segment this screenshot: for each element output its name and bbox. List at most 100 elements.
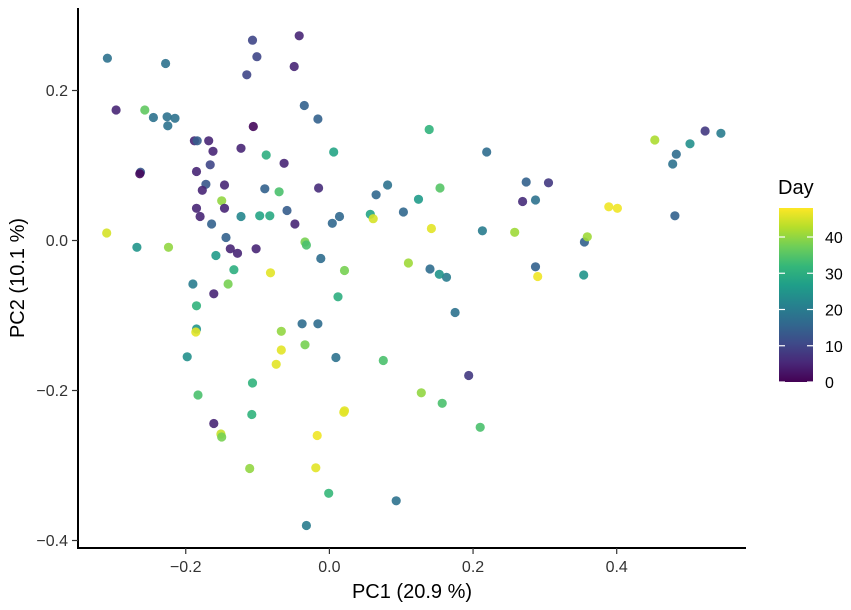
scatter-point [424,124,434,135]
scatter-point [252,52,262,62]
x-tick-label: 0.2 [462,559,484,576]
legend-tick-label: 20 [825,303,843,320]
scatter-point [217,196,227,206]
scatter-point [229,265,239,275]
scatter-point [188,279,198,289]
scatter-point [163,121,173,131]
scatter-point [510,227,520,237]
scatter-point [311,463,321,473]
scatter-point [383,180,393,190]
scatter-point [223,279,233,289]
scatter-point [331,352,341,363]
y-tick-label: −0.2 [36,383,68,400]
y-tick-label: 0.0 [46,233,68,250]
scatter-point [192,136,202,146]
scatter-point [650,135,660,145]
scatter-point [289,61,299,72]
scatter-point [582,232,592,242]
scatter-point [274,187,284,197]
scatter-point [219,203,230,213]
scatter-point [700,126,710,136]
scatter-point [378,355,388,366]
scatter-point [300,340,310,350]
scatter-point [161,58,171,69]
scatter-point [271,359,281,369]
scatter-point [245,463,255,474]
scatter-point [260,184,270,194]
scatter-point [339,406,350,416]
scatter-point [140,105,150,115]
legend-tick-label: 10 [825,339,843,356]
scatter-point [518,196,528,207]
scatter-point [368,214,378,224]
scatter-point [521,177,531,187]
scatter-point [435,183,445,193]
y-tick-label: 0.2 [46,83,68,100]
scatter-point [170,113,180,123]
scatter-point [135,169,145,179]
scatter-point [464,370,474,381]
scatter-point [333,292,343,302]
scatter-point [329,147,339,157]
scatter-point [217,432,227,442]
scatter-point [182,352,192,362]
scatter-point [391,496,401,506]
scatter-point [316,253,326,264]
y-tick-label: −0.4 [36,533,68,550]
scatter-point [533,271,543,282]
scatter-point [294,31,304,41]
legend-tick-label: 30 [825,266,843,283]
scatter-point [416,388,426,398]
y-axis-title: PC2 (10.1 %) [7,218,29,338]
x-ticks: −0.2 0.0 0.2 0.4 [170,548,628,576]
scatter-point [207,219,217,229]
y-ticks: 0.2 0.0 −0.2 −0.4 [36,83,78,550]
scatter-point [209,289,219,299]
scatter-point [208,146,218,156]
legend-colorbar [779,208,813,382]
scatter-point [225,244,235,254]
scatter-point [301,520,311,531]
scatter-point [313,114,323,124]
scatter-point [327,218,337,228]
scatter-point [219,180,230,190]
scatter-point [247,378,258,388]
scatter-point [530,195,541,205]
x-tick-label: −0.2 [170,559,202,576]
scatter-point [612,203,623,213]
scatter-point [371,190,381,200]
scatter-point [475,422,485,432]
scatter-point [314,183,324,193]
scatter-point [313,319,323,329]
scatter-point [437,398,447,408]
scatter-point [477,226,487,236]
x-tick-label: 0.4 [606,559,628,576]
scatter-point [276,345,286,355]
scatter-point [324,488,334,498]
scatter-point [221,232,231,243]
scatter-point [671,149,681,159]
scatter-point [163,242,174,252]
scatter-point [248,121,258,132]
scatter-point [282,205,292,216]
scatter-point [297,319,307,329]
scatter-point [236,143,246,153]
legend-ticks: 0 10 20 30 40 [779,230,843,392]
scatter-point [398,207,408,217]
scatter-point [211,250,221,261]
color-legend: Day 0 10 20 30 40 [778,177,843,392]
scatter-point [209,418,219,429]
scatter-point [111,105,121,115]
scatter-point [132,242,142,252]
scatter-point [251,244,261,254]
legend-tick-label: 0 [825,375,834,392]
scatter-point [102,53,112,63]
scatter-point [102,228,112,238]
scatter-point [191,166,202,177]
scatter-point [413,194,424,204]
scatter-point [236,211,246,222]
scatter-point [148,112,158,123]
scatter-point [232,248,243,258]
scatter-point [191,301,202,311]
scatter-point [197,185,207,195]
